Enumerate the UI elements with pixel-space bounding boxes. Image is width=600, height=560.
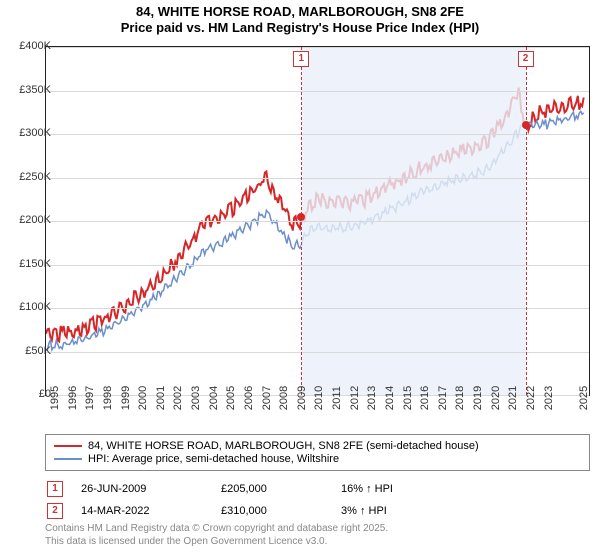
gridline-h: [46, 308, 589, 309]
x-axis-label: 2004: [208, 386, 220, 410]
y-axis-label: £200K: [19, 214, 51, 226]
x-axis-label: 1995: [49, 386, 61, 410]
x-axis-label: 2000: [137, 386, 149, 410]
event-marker-badge: 2: [518, 51, 534, 67]
event-row-delta: 16% ↑ HPI: [341, 483, 393, 495]
event-row-date: 26-JUN-2009: [81, 483, 221, 495]
x-axis-label: 2023: [543, 386, 555, 410]
x-axis-label: 2005: [225, 386, 237, 410]
legend-swatch: [54, 445, 82, 447]
event-marker-line: [301, 47, 302, 395]
x-axis-label: 2012: [349, 386, 361, 410]
x-axis-label: 2019: [472, 386, 484, 410]
chart-plot-area: 12: [45, 46, 590, 396]
x-axis-label: 2010: [313, 386, 325, 410]
x-axis-label: 2017: [437, 386, 449, 410]
gridline-h: [46, 134, 589, 135]
x-axis-label: 1996: [67, 386, 79, 410]
gridline-h: [46, 178, 589, 179]
y-axis-label: £300K: [19, 127, 51, 139]
x-axis-label: 1997: [84, 386, 96, 410]
x-axis-label: 2002: [172, 386, 184, 410]
x-axis-label: 1999: [120, 386, 132, 410]
event-marker-dot: [522, 121, 530, 129]
x-axis-label: 2011: [331, 386, 343, 410]
y-axis-label: £250K: [19, 171, 51, 183]
event-row-date: 14-MAR-2022: [81, 505, 221, 517]
event-row-badge: 2: [47, 503, 63, 519]
event-row-price: £310,000: [221, 505, 341, 517]
x-axis-label: 2008: [278, 386, 290, 410]
gridline-h: [46, 47, 589, 48]
gridline-h: [46, 221, 589, 222]
event-marker-line: [526, 47, 527, 395]
x-axis-label: 2013: [366, 386, 378, 410]
legend-label: 84, WHITE HORSE ROAD, MARLBOROUGH, SN8 2…: [88, 440, 479, 452]
x-axis-label: 1998: [102, 386, 114, 410]
title-line-1: 84, WHITE HORSE ROAD, MARLBOROUGH, SN8 2…: [0, 4, 600, 20]
legend-item: HPI: Average price, semi-detached house,…: [54, 453, 581, 465]
x-axis-label: 2001: [155, 386, 167, 410]
gridline-h: [46, 91, 589, 92]
attribution-line-1: Contains HM Land Registry data © Crown c…: [45, 522, 590, 535]
y-axis-label: £400K: [19, 40, 51, 52]
y-axis-label: £350K: [19, 84, 51, 96]
y-axis-label: £50K: [25, 345, 51, 357]
legend-item: 84, WHITE HORSE ROAD, MARLBOROUGH, SN8 2…: [54, 440, 581, 452]
legend-label: HPI: Average price, semi-detached house,…: [88, 453, 339, 465]
title-line-2: Price paid vs. HM Land Registry's House …: [0, 20, 600, 36]
y-axis-label: £150K: [19, 258, 51, 270]
x-axis-label: 2015: [402, 386, 414, 410]
x-axis-label: 2021: [507, 386, 519, 410]
legend-swatch: [54, 458, 82, 460]
x-axis-label: 2003: [190, 386, 202, 410]
x-axis-label: 2014: [384, 386, 396, 410]
legend: 84, WHITE HORSE ROAD, MARLBOROUGH, SN8 2…: [45, 434, 590, 471]
event-row-badge: 1: [47, 481, 63, 497]
events-table: 1 26-JUN-2009£205,00016% ↑ HPI 2 14-MAR-202…: [45, 478, 590, 522]
event-row-price: £205,000: [221, 483, 341, 495]
attribution-line-2: This data is licensed under the Open Gov…: [45, 535, 590, 548]
event-marker-dot: [297, 213, 305, 221]
event-marker-badge: 1: [293, 51, 309, 67]
y-axis-label: £100K: [19, 301, 51, 313]
gridline-h: [46, 265, 589, 266]
x-axis-label: 2025: [578, 386, 590, 410]
x-axis-label: 2006: [243, 386, 255, 410]
event-row: 2 14-MAR-2022£310,0003% ↑ HPI: [45, 500, 590, 522]
x-axis-label: 2022: [525, 386, 537, 410]
x-axis-label: 2018: [454, 386, 466, 410]
attribution-text: Contains HM Land Registry data © Crown c…: [45, 522, 590, 548]
gridline-h: [46, 352, 589, 353]
x-axis-label: 2020: [490, 386, 502, 410]
x-axis-label: 2009: [296, 386, 308, 410]
x-axis-label: 2016: [419, 386, 431, 410]
chart-title: 84, WHITE HORSE ROAD, MARLBOROUGH, SN8 2…: [0, 0, 600, 35]
event-row-delta: 3% ↑ HPI: [341, 505, 387, 517]
x-axis-label: 2007: [261, 386, 273, 410]
event-row: 1 26-JUN-2009£205,00016% ↑ HPI: [45, 478, 590, 500]
